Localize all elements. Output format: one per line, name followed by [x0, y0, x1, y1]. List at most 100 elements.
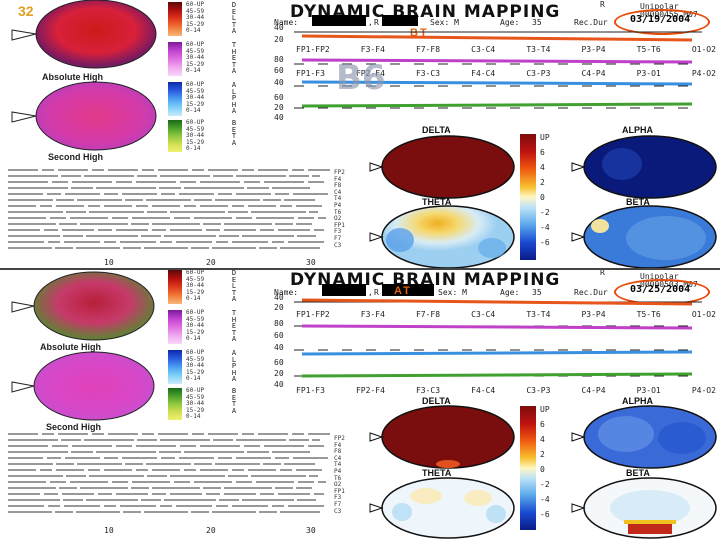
second-high-brain-map	[11, 351, 155, 421]
theta-legend-labels: 60-UP 45-59 30-44 15-29 0-14	[186, 41, 205, 75]
delta-legend-word: DELTA	[231, 1, 237, 35]
age-label: Age:	[500, 18, 520, 27]
channel-label: C3-P3	[526, 386, 551, 395]
recdur-label: Rec.Dur	[574, 18, 608, 27]
delta-legend-swatches	[168, 2, 182, 36]
second-high-caption: Second High	[48, 152, 104, 162]
beta-trend-line	[301, 102, 693, 108]
theta-topographic-map	[369, 477, 515, 539]
channel-label: F3-C3	[415, 69, 441, 78]
channel-label: FP1-FP2	[296, 45, 330, 54]
delta-map-title: DELTA	[422, 125, 451, 135]
channel-label: FP1-F3	[296, 386, 325, 395]
channel-label: F3-C3	[415, 386, 441, 395]
redacted-patient-id	[382, 15, 418, 26]
scale-num-3: 80	[274, 319, 284, 328]
alpha-topographic-map	[571, 135, 717, 199]
theta-legend-word: THETA	[231, 41, 237, 75]
channel-label: P3-O1	[636, 386, 661, 395]
scale-num-4: 60	[274, 331, 284, 340]
delta-topographic-map	[369, 405, 515, 469]
theta-map-title: THETA	[422, 468, 452, 478]
alpha-trend-line	[301, 350, 693, 356]
scale-num-8: 40	[274, 113, 284, 122]
recording-date: 03/19/2004	[630, 14, 691, 25]
second-high-caption: Second High	[46, 422, 102, 432]
after-treatment-tag: AT	[394, 285, 412, 297]
theta-legend-word: THETA	[231, 309, 237, 343]
band-trend-graph	[294, 298, 702, 378]
alpha-legend-word: ALPHA	[231, 81, 237, 115]
beta-legend-word: BETA	[231, 387, 237, 415]
beta-map-title: BETA	[626, 468, 650, 478]
beta-topographic-map	[571, 205, 717, 269]
time-axis-10: 10	[104, 526, 114, 535]
channel-label: FP1-FP2	[296, 310, 330, 319]
channel-label: T5-T6	[636, 310, 661, 319]
topo-colour-scale	[520, 134, 536, 260]
bed-watermark: B6	[336, 58, 386, 98]
redacted-patient-name	[312, 15, 366, 26]
beta-legend-labels: 60-UP 45-59 30-44 15-29 0-14	[186, 119, 205, 153]
scale-num-3: 80	[274, 55, 284, 64]
delta-topographic-map	[369, 135, 515, 199]
channel-label: F3-F4	[360, 45, 385, 54]
channel-label: P3-P4	[581, 45, 606, 54]
scale-num-7: 20	[274, 103, 284, 112]
channel-label: FP1-F3	[296, 69, 325, 78]
channel-label: P4-O2	[691, 69, 716, 78]
time-axis-10: 10	[104, 258, 114, 267]
theta-trend-line	[301, 324, 693, 330]
delta-legend-swatches	[168, 270, 182, 304]
channel-label: C4-P4	[581, 386, 606, 395]
report-after-treatment: Absolute High Second High 60-UP 45-59 30-4…	[0, 270, 720, 540]
channel-label: O1-O2	[691, 310, 716, 319]
beta-trend-line	[301, 372, 693, 378]
name-comma: ,	[368, 18, 373, 27]
theta-legend-labels: 60-UP 45-59 30-44 15-29 0-14	[186, 309, 205, 343]
montage-label: Unipolar	[640, 2, 679, 11]
beta-legend-labels: 60-UP 45-59 30-44 15-29 0-14	[186, 387, 205, 421]
theta-topographic-map	[369, 205, 515, 269]
scale-num-7: 20	[274, 369, 284, 378]
scale-num-6: 60	[274, 93, 284, 102]
report-before-treatment: Absolute High Second High 60-UP 45-59 30-4…	[8, 0, 717, 269]
r-label: R	[374, 288, 379, 297]
eeg-waveform-listing	[8, 169, 330, 249]
date-highlight-oval	[614, 9, 710, 35]
beta-legend-swatches	[168, 120, 182, 152]
delta-legend-labels: 60-UP 45-59 30-44 15-29 0-14	[186, 270, 205, 303]
theta-trend-line	[301, 58, 693, 64]
scale-num-8: 40	[274, 380, 284, 389]
absolute-high-caption: Absolute High	[42, 72, 103, 82]
alpha-topographic-map	[571, 405, 717, 469]
delta-trend-line	[301, 298, 693, 306]
right-channel-list: FP2 F4 F8 C4 T4 P4 T6 O2 FP1 F3 F7 C3	[334, 169, 345, 249]
scale-num-6: 60	[274, 358, 284, 367]
slide-number: 32	[18, 3, 34, 19]
scale-labels: UP 6 4 2 0 -2 -4 -6	[540, 133, 550, 247]
sex-field: Sex: M	[430, 18, 459, 27]
channel-row-1: FP1-FP2 F3-F4 F7-F8 C3-C4 T3-T4 P3-P4 T5…	[296, 45, 716, 54]
recording-date: 03/25/2004	[630, 284, 691, 295]
redacted-patient-id	[382, 284, 434, 296]
channel-row-2: FP1-F3 FP2-F4 F3-C3 F4-C4 C3-P3 C4-P4 P3…	[296, 69, 716, 78]
time-axis-30: 30	[306, 526, 316, 535]
channel-label: F7-F8	[415, 310, 441, 319]
channel-label: FP2-F4	[355, 386, 385, 395]
alpha-map-title: ALPHA	[622, 125, 653, 135]
absolute-high-caption: Absolute High	[40, 342, 101, 352]
alpha-legend-swatches	[168, 82, 182, 116]
channel-row-1: FP1-FP2 F3-F4 F7-F8 C3-C4 T3-T4 P3-P4 T5…	[296, 310, 716, 319]
recdur-label: Rec.Dur	[574, 288, 608, 297]
channel-label: F7-F8	[415, 45, 441, 54]
beta-map-title: BETA	[626, 197, 650, 207]
channel-label: F3-F4	[360, 310, 385, 319]
alpha-legend-swatches	[168, 350, 182, 384]
registered-mark: R	[600, 270, 605, 277]
absolute-high-brain-map	[11, 271, 155, 341]
channel-label: F4-C4	[471, 386, 496, 395]
delta-trend-line	[301, 34, 693, 42]
channel-label: T3-T4	[526, 45, 551, 54]
name-label: Name:	[274, 18, 299, 27]
